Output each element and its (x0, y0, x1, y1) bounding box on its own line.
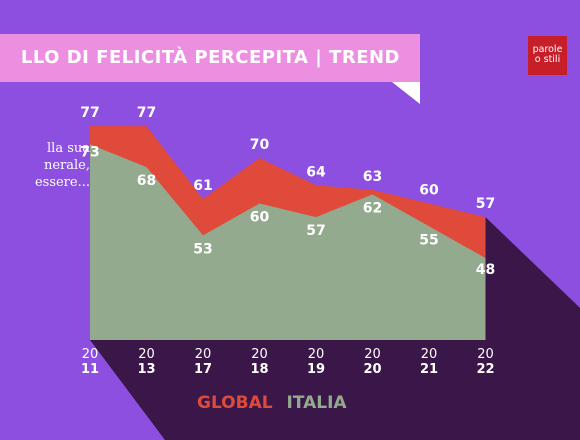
question-line: lla sua (47, 141, 90, 156)
data-label-global: 63 (363, 169, 382, 185)
x-tick-label: 20 (421, 347, 438, 362)
x-tick-label: 20 (364, 347, 381, 362)
question-line: nerale, (43, 158, 90, 173)
data-label-italia: 57 (306, 223, 325, 239)
data-label-global: 70 (250, 137, 270, 153)
question-line: essere... (34, 175, 90, 190)
data-label-global: 57 (476, 196, 495, 212)
brand-logo: parole o stili (528, 36, 567, 75)
data-label-italia: 48 (476, 262, 495, 278)
legend: GLOBAL ITALIA (197, 393, 355, 413)
x-tick-label: 20 (82, 347, 99, 362)
x-tick-label: 20 (195, 347, 212, 362)
data-label-italia: 55 (419, 232, 438, 248)
x-tick-label: 20 (138, 347, 155, 362)
data-label-italia: 53 (193, 241, 212, 257)
data-label-global: 77 (80, 105, 99, 121)
logo-line-1: parole (532, 44, 563, 55)
logo-line-2: o stili (534, 54, 561, 65)
data-label-global: 61 (193, 178, 212, 194)
x-tick-label: 22 (476, 362, 494, 377)
x-tick-label: 18 (250, 362, 268, 377)
data-label-italia: 62 (363, 200, 382, 216)
legend-italia: ITALIA (286, 393, 347, 413)
x-tick-label: 11 (81, 362, 99, 377)
x-tick-label: 21 (420, 362, 438, 377)
title-banner (0, 34, 420, 82)
x-tick-label: 20 (308, 347, 325, 362)
x-tick-label: 20 (363, 362, 381, 377)
data-label-italia: 60 (250, 210, 270, 226)
banner-fold (392, 82, 420, 104)
x-tick-label: 19 (307, 362, 325, 377)
legend-global: GLOBAL (197, 393, 273, 413)
chart-shadow (90, 217, 580, 440)
chart-title: LLO DI FELICITÀ PERCEPITA | TREND (20, 47, 400, 68)
survey-question: lla sua nerale, essere... (0, 140, 90, 200)
x-tick-label: 20 (251, 347, 268, 362)
data-label-italia: 73 (80, 144, 99, 160)
data-label-global: 64 (306, 164, 326, 180)
x-tick-label: 20 (477, 347, 494, 362)
series-italia-area (90, 144, 486, 340)
data-label-global: 60 (419, 183, 439, 199)
x-tick-label: 17 (194, 362, 212, 377)
data-label-global: 77 (137, 105, 156, 121)
x-tick-label: 13 (137, 362, 155, 377)
data-label-italia: 68 (137, 173, 156, 189)
